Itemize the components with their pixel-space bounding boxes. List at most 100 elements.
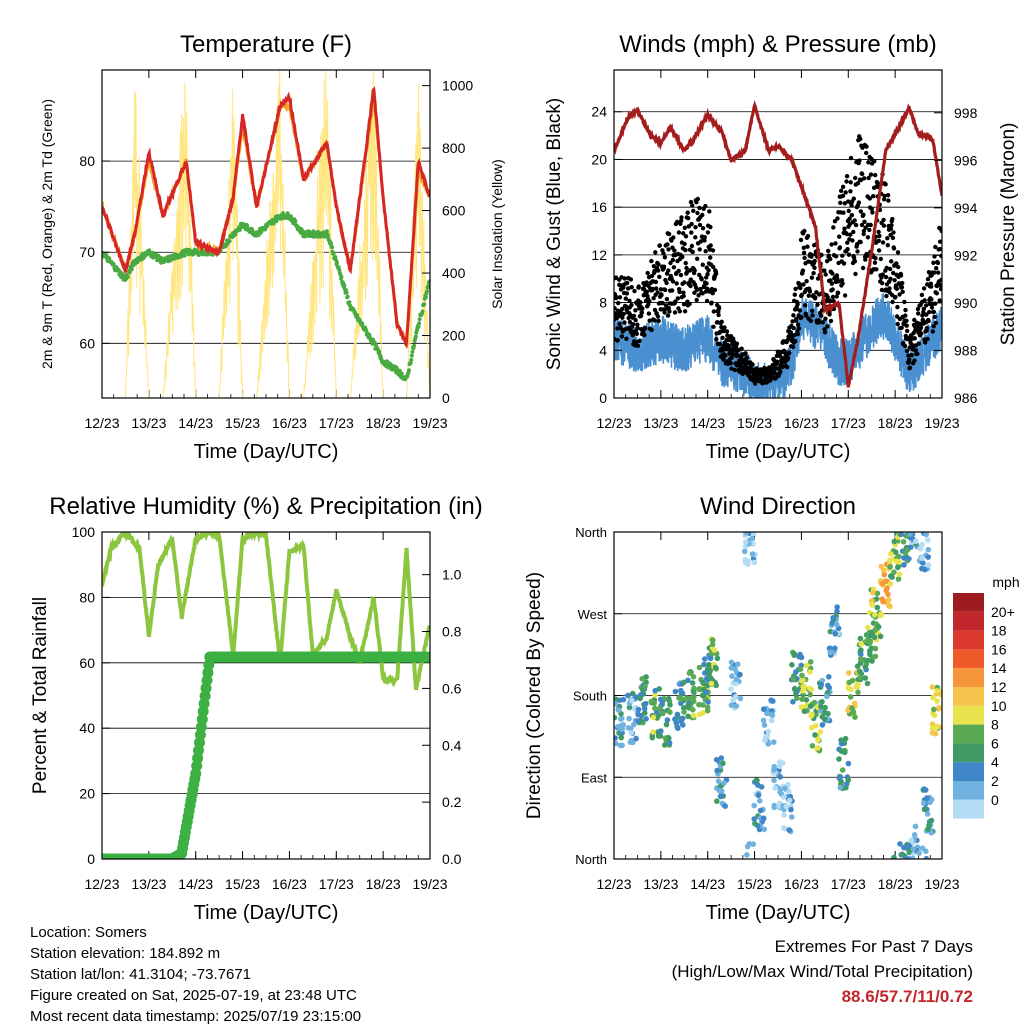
gust-point (655, 290, 660, 295)
direction-point (845, 760, 852, 767)
dewpoint-point (422, 302, 427, 307)
legend-label-2: 16 (991, 641, 1007, 657)
gust-point (691, 208, 696, 213)
gust-point (693, 225, 698, 230)
direction-point (908, 837, 915, 843)
gust-point (851, 255, 857, 260)
gust-point (679, 218, 684, 223)
direction-point (922, 787, 929, 793)
gust-point (797, 308, 802, 313)
gust-point (716, 312, 721, 318)
gust-point (791, 325, 796, 331)
dewpoint-point (410, 349, 415, 354)
gust-point (660, 300, 665, 306)
direction-point (708, 680, 715, 687)
direction-point (924, 811, 931, 817)
direction-point (826, 684, 832, 691)
gust-point (716, 306, 722, 311)
gust-point (792, 332, 797, 338)
extremes-values: 88.6/57.7/11/0.72 (841, 987, 973, 1006)
gust-point (848, 180, 853, 185)
gust-point (936, 270, 941, 275)
gust-point (876, 248, 882, 253)
gust-point (673, 299, 678, 304)
gust-point (894, 286, 899, 291)
gust-point (812, 258, 817, 264)
gust-point (850, 238, 855, 243)
temperature-ytick-label-0: 60 (79, 335, 95, 351)
gust-point (819, 308, 824, 313)
direction-point (895, 564, 901, 571)
gust-point (897, 292, 902, 297)
direction-point (878, 563, 884, 570)
gust-point (643, 326, 648, 331)
legend-swatch-11 (953, 799, 984, 819)
legend-swatch-10 (953, 781, 984, 800)
direction-point (857, 660, 864, 666)
direction-ytick-label-0: North (575, 852, 607, 867)
direction-point (691, 694, 697, 700)
gust-point (664, 280, 669, 286)
gust-point (618, 283, 623, 288)
gust-point (861, 228, 867, 234)
gust-point (645, 270, 650, 276)
gust-point (823, 316, 828, 321)
gust-point (712, 287, 718, 293)
gust-point (713, 271, 719, 276)
direction-point (858, 641, 864, 647)
direction-point (771, 739, 777, 745)
gust-point (726, 343, 732, 348)
dewpoint-point (409, 357, 414, 362)
gust-point (633, 308, 638, 313)
gust-point (655, 268, 661, 273)
direction-point (770, 698, 776, 704)
temperature-xtick-label-1: 13/23 (131, 415, 166, 431)
gust-point (802, 255, 807, 261)
legend-label-8: 4 (991, 754, 999, 770)
direction-point (799, 672, 805, 679)
gust-point (872, 260, 878, 265)
gust-point (724, 329, 730, 334)
winds-xtick-label-4: 16/23 (784, 415, 819, 431)
dewpoint-point (288, 214, 293, 219)
gust-point (804, 279, 809, 284)
gust-point (652, 318, 657, 323)
gust-point (907, 357, 912, 362)
dewpoint-point (407, 368, 411, 373)
direction-point (824, 693, 830, 700)
direction-point (808, 686, 815, 693)
humidity-plot-border (101, 531, 431, 860)
gust-point (858, 239, 863, 245)
direction-point (822, 704, 828, 711)
direction-ytick-label-4: North (575, 525, 607, 540)
direction-point (714, 798, 720, 804)
direction-point (864, 680, 871, 687)
gust-point (846, 252, 852, 257)
dewpoint-point (324, 229, 329, 234)
gust-point (624, 336, 629, 341)
gust-point (708, 243, 713, 248)
temperature-y2tick-label-2: 400 (442, 265, 466, 281)
gust-point (822, 268, 827, 273)
direction-point (919, 555, 925, 561)
gust-point (826, 253, 831, 258)
direction-point (614, 714, 618, 721)
gust-point (885, 236, 890, 241)
gust-point (925, 336, 930, 342)
direction-point (792, 687, 799, 694)
direction-point (887, 581, 894, 587)
direction-point (702, 656, 708, 662)
gust-point (729, 355, 734, 360)
dewpoint-point (333, 255, 338, 259)
legend-swatch-1 (953, 611, 984, 631)
direction-point (663, 721, 670, 728)
direction-point (791, 651, 797, 657)
gust-point (734, 341, 740, 346)
direction-point (709, 637, 716, 643)
direction-point (798, 704, 805, 710)
direction-point (689, 680, 696, 686)
gust-point (866, 160, 871, 165)
direction-point (761, 722, 768, 728)
direction-point (838, 779, 844, 785)
gust-point (663, 287, 668, 293)
